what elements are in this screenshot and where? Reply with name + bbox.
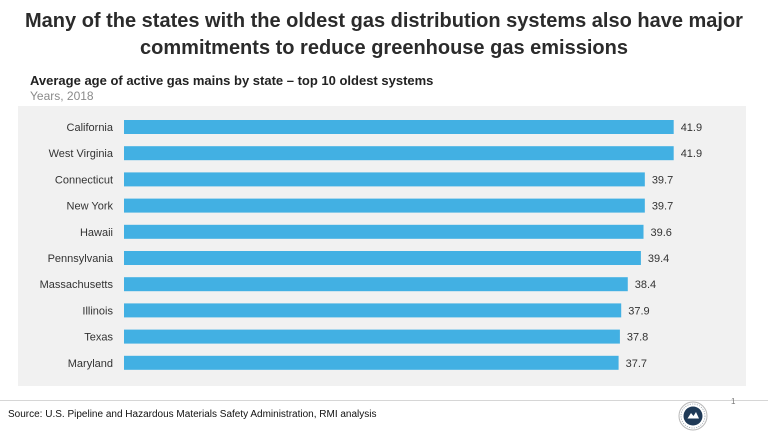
category-label: Pennsylvania [48,253,114,265]
seal-logo-icon [678,401,708,431]
source-note: Source: U.S. Pipeline and Hazardous Mate… [8,409,377,420]
bar [124,120,674,134]
data-label: 39.4 [648,253,669,265]
chart-title: Average age of active gas mains by state… [30,73,434,88]
bar [124,277,628,292]
category-label: West Virginia [49,148,114,160]
bar [124,355,619,370]
data-label: 41.9 [681,148,702,160]
category-label: Connecticut [55,174,113,186]
data-label: 37.7 [626,358,647,370]
bar [124,329,620,344]
data-label: 37.8 [627,332,648,344]
data-label: 39.7 [652,201,673,213]
category-label: Illinois [82,305,113,317]
bar [124,146,674,161]
bar-chart: California 41.9 West Virginia 41.9 Connectic… [40,120,702,370]
category-label: Massachusetts [40,279,114,291]
chart-plot-area: California 41.9 West Virginia 41.9 Connectic… [18,106,746,386]
data-label: 39.6 [651,227,672,239]
slide-title: Many of the states with the oldest gas d… [25,10,743,59]
category-label: New York [67,201,114,213]
bar [124,172,645,187]
bar [124,224,644,239]
bar [124,198,645,213]
data-label: 38.4 [635,279,656,291]
chart-subtitle: Years, 2018 [30,89,94,103]
category-label: California [67,122,114,134]
page-number: 1 [731,397,736,406]
category-label: Hawaii [80,227,113,239]
bar [124,251,641,265]
bar [124,303,622,318]
data-label: 41.9 [681,122,702,134]
category-label: Texas [84,332,113,344]
category-label: Maryland [68,358,113,370]
data-label: 37.9 [628,305,649,317]
footer-divider [0,400,768,401]
data-label: 39.7 [652,174,673,186]
